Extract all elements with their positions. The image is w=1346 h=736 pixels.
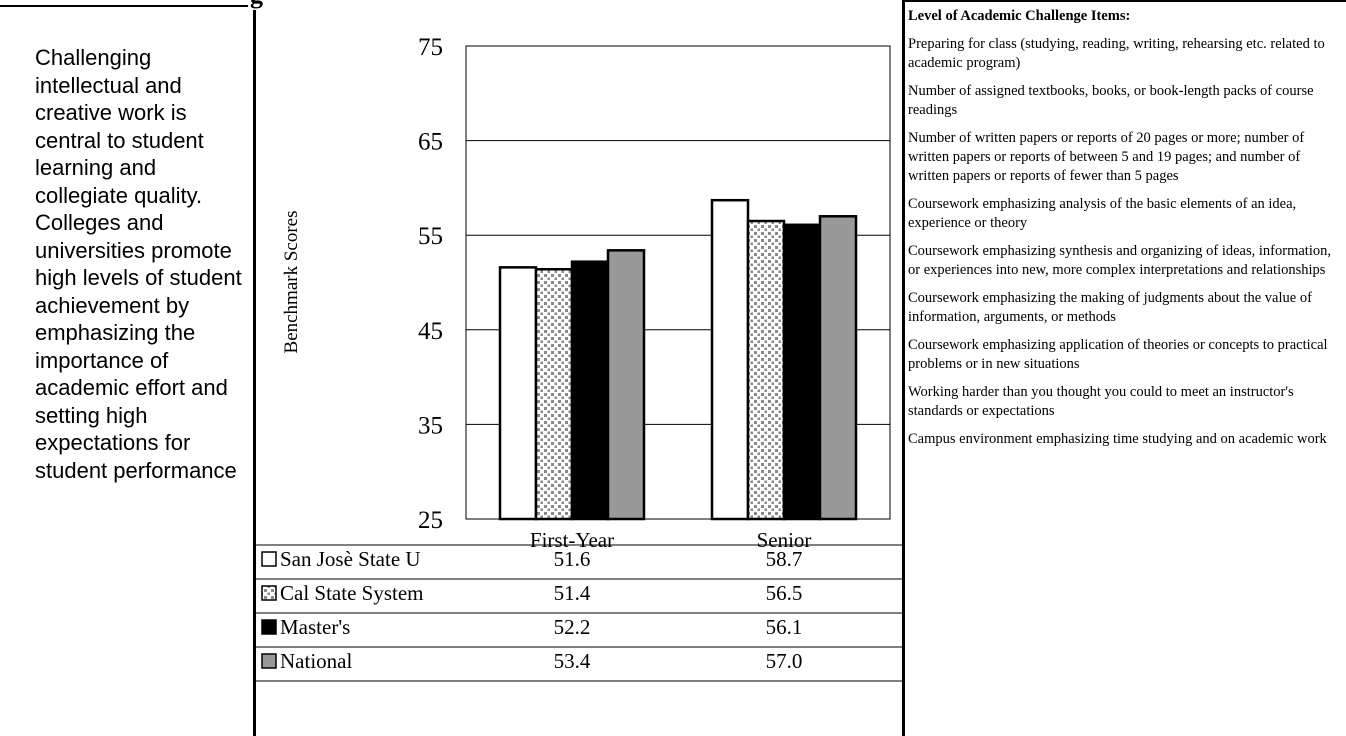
data-table-value: 57.0 (766, 649, 803, 673)
bars (498, 198, 858, 521)
item-text: Coursework emphasizing application of th… (908, 337, 1328, 372)
data-table-value: 51.6 (554, 547, 591, 571)
y-tick-label: 65 (418, 129, 443, 156)
legend-swatch (261, 551, 277, 567)
item-text: Working harder than you thought you coul… (908, 384, 1294, 419)
legend-swatch (261, 653, 277, 669)
x-category-label: First-Year (530, 528, 614, 552)
legend-swatch (261, 585, 277, 601)
series-name: San Josè State U (280, 547, 421, 571)
x-axis-categories: First-Year Senior (530, 528, 812, 552)
chart-right-border (902, 0, 905, 736)
items-panel: Level of Academic Challenge Items: Prepa… (908, 7, 1338, 458)
items-list: Preparing for class (studying, reading, … (908, 35, 1338, 449)
top-rule (0, 5, 248, 7)
y-tick-label: 35 (418, 412, 443, 439)
item-text: Number of written papers or reports of 2… (908, 130, 1305, 184)
y-tick-label: 75 (418, 34, 443, 61)
y-axis-label: Benchmark Scores (281, 211, 302, 354)
page-title-fragment: g (250, 0, 263, 10)
bar (818, 215, 858, 521)
series-name: Master's (280, 615, 350, 639)
item-text: Coursework emphasizing analysis of the b… (908, 196, 1297, 231)
data-table-value: 56.5 (766, 581, 803, 605)
series-name: National (280, 649, 352, 673)
bar (710, 198, 750, 521)
chart-left-border (253, 10, 256, 736)
bar (782, 223, 822, 521)
benchmark-bar-chart: 25 35 45 55 65 75 Benchmark Scores First-Year… (256, 34, 902, 682)
bar (498, 266, 538, 521)
bar (606, 249, 646, 521)
bar (534, 268, 574, 521)
data-table-value: 56.1 (766, 615, 803, 639)
right-panel-top-rule (903, 0, 1346, 2)
item-text: Number of assigned textbooks, books, or … (908, 83, 1314, 118)
items-title: Level of Academic Challenge Items: (908, 8, 1131, 24)
data-table-value: 52.2 (554, 615, 591, 639)
item-text: Campus environment emphasizing time stud… (908, 431, 1327, 447)
item-text: Coursework emphasizing synthesis and org… (908, 243, 1331, 278)
data-table-value: 51.4 (554, 581, 591, 605)
item-text: Preparing for class (studying, reading, … (908, 36, 1325, 71)
series-name: Cal State System (280, 581, 424, 605)
data-table: San Josè State U 51.6 58.7 Cal State System… (256, 544, 902, 682)
y-tick-label: 55 (418, 223, 443, 250)
y-axis-ticks: 25 35 45 55 65 75 (418, 34, 443, 534)
x-category-label: Senior (757, 528, 812, 552)
item-text: Coursework emphasizing the making of jud… (908, 290, 1312, 325)
data-table-value: 58.7 (766, 547, 803, 571)
bar (746, 219, 786, 521)
data-table-value: 53.4 (554, 649, 591, 673)
bar (570, 260, 610, 521)
benchmark-description: Challenging intellectual and creative wo… (35, 45, 242, 483)
y-tick-label: 45 (418, 318, 443, 345)
legend-swatch (261, 619, 277, 635)
y-tick-label: 25 (418, 507, 443, 534)
